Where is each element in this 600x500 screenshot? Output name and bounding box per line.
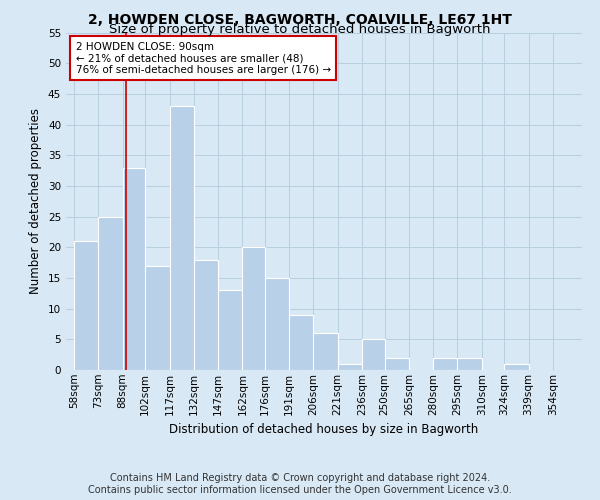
Bar	[170, 106, 194, 370]
Bar	[362, 340, 385, 370]
Bar	[313, 333, 338, 370]
Bar	[122, 168, 145, 370]
Text: 2 HOWDEN CLOSE: 90sqm
← 21% of detached houses are smaller (48)
76% of semi-deta: 2 HOWDEN CLOSE: 90sqm ← 21% of detached …	[76, 42, 331, 75]
Bar	[338, 364, 362, 370]
Bar	[265, 278, 289, 370]
Bar	[194, 260, 218, 370]
Text: 2, HOWDEN CLOSE, BAGWORTH, COALVILLE, LE67 1HT: 2, HOWDEN CLOSE, BAGWORTH, COALVILLE, LE…	[88, 12, 512, 26]
Text: Contains HM Land Registry data © Crown copyright and database right 2024.
Contai: Contains HM Land Registry data © Crown c…	[88, 474, 512, 495]
Bar	[145, 266, 170, 370]
Bar	[289, 315, 313, 370]
Bar	[433, 358, 457, 370]
Y-axis label: Number of detached properties: Number of detached properties	[29, 108, 43, 294]
Bar	[242, 248, 265, 370]
Bar	[98, 216, 122, 370]
Bar	[457, 358, 482, 370]
Bar	[74, 241, 98, 370]
Text: Size of property relative to detached houses in Bagworth: Size of property relative to detached ho…	[109, 22, 491, 36]
Bar	[218, 290, 242, 370]
Bar	[385, 358, 409, 370]
X-axis label: Distribution of detached houses by size in Bagworth: Distribution of detached houses by size …	[169, 423, 479, 436]
Bar	[505, 364, 529, 370]
